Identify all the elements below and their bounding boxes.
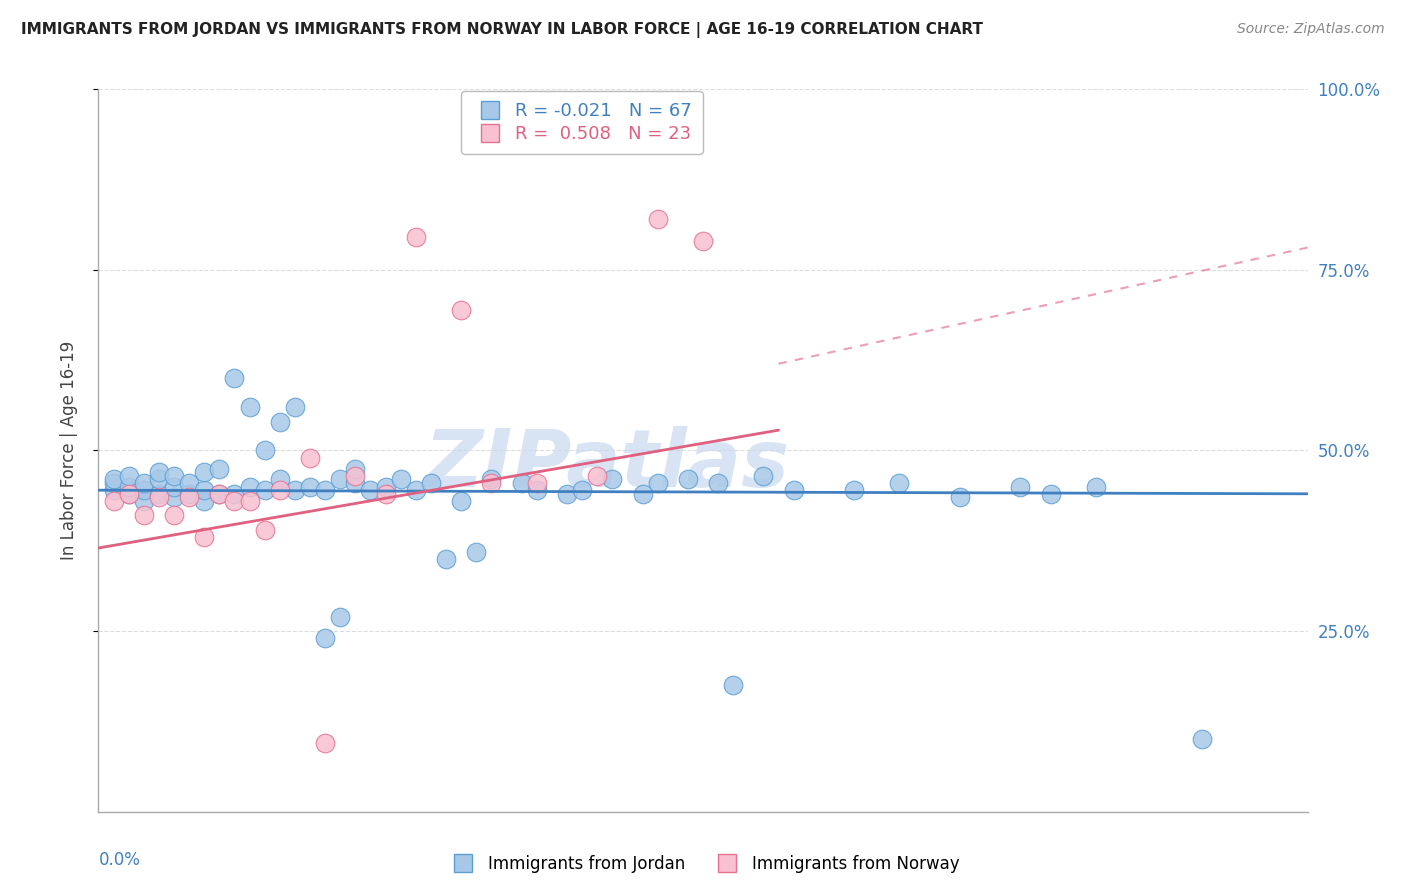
Point [526, 475, 548, 490]
Point [344, 461, 367, 475]
Point [284, 400, 307, 414]
Point [193, 494, 215, 508]
Point [103, 475, 125, 490]
Point [103, 483, 125, 498]
Y-axis label: In Labor Force | Age 16-19: In Labor Force | Age 16-19 [59, 341, 77, 560]
Point [555, 487, 578, 501]
Point [692, 234, 714, 248]
Point [723, 678, 745, 692]
Point [179, 491, 201, 505]
Point [148, 472, 170, 486]
Point [239, 400, 262, 414]
Point [405, 230, 427, 244]
Point [163, 468, 186, 483]
Point [510, 475, 533, 490]
Point [208, 487, 231, 501]
Point [253, 523, 276, 537]
Point [949, 491, 972, 505]
Point [374, 487, 396, 501]
Point [1085, 480, 1108, 494]
Text: IMMIGRANTS FROM JORDAN VS IMMIGRANTS FROM NORWAY IN LABOR FORCE | AGE 16-19 CORR: IMMIGRANTS FROM JORDAN VS IMMIGRANTS FRO… [21, 22, 983, 38]
Point [405, 483, 427, 498]
Point [269, 483, 291, 498]
Point [314, 483, 336, 498]
Point [420, 475, 443, 490]
Point [132, 494, 155, 508]
Point [481, 472, 503, 486]
Point [844, 483, 866, 498]
Point [208, 461, 231, 475]
Point [148, 465, 170, 479]
Point [193, 530, 215, 544]
Point [586, 468, 609, 483]
Text: Source: ZipAtlas.com: Source: ZipAtlas.com [1237, 22, 1385, 37]
Point [269, 472, 291, 486]
Point [344, 475, 367, 490]
Point [299, 450, 322, 465]
Point [344, 468, 367, 483]
Legend: R = -0.021   N = 67, R =  0.508   N = 23: R = -0.021 N = 67, R = 0.508 N = 23 [461, 91, 703, 154]
Point [239, 494, 262, 508]
Point [132, 475, 155, 490]
Point [707, 475, 730, 490]
Point [103, 472, 125, 486]
Point [224, 487, 246, 501]
Point [179, 487, 201, 501]
Point [676, 472, 699, 486]
Point [163, 508, 186, 523]
Point [450, 494, 472, 508]
Point [647, 212, 669, 227]
Point [208, 487, 231, 501]
Point [118, 480, 141, 494]
Point [602, 472, 624, 486]
Point [314, 632, 336, 646]
Text: ZIPatlas: ZIPatlas [423, 425, 789, 504]
Point [571, 483, 593, 498]
Point [253, 443, 276, 458]
Point [103, 494, 125, 508]
Point [163, 491, 186, 505]
Point [118, 487, 141, 501]
Point [132, 483, 155, 498]
Point [314, 736, 336, 750]
Point [389, 472, 412, 486]
Point [239, 480, 262, 494]
Point [269, 415, 291, 429]
Point [329, 609, 352, 624]
Point [465, 544, 488, 558]
Point [1010, 480, 1032, 494]
Legend: Immigrants from Jordan, Immigrants from Norway: Immigrants from Jordan, Immigrants from … [440, 848, 966, 880]
Point [374, 480, 396, 494]
Point [118, 468, 141, 483]
Point [752, 468, 775, 483]
Point [224, 494, 246, 508]
Point [481, 475, 503, 490]
Point [329, 472, 352, 486]
Text: 0.0%: 0.0% [98, 852, 141, 870]
Point [783, 483, 806, 498]
Point [1191, 732, 1213, 747]
Point [132, 508, 155, 523]
Point [434, 551, 457, 566]
Point [148, 487, 170, 501]
Point [284, 483, 307, 498]
Point [224, 371, 246, 385]
Point [118, 487, 141, 501]
Point [193, 465, 215, 479]
Point [179, 475, 201, 490]
Point [163, 480, 186, 494]
Point [889, 475, 911, 490]
Point [450, 302, 472, 317]
Point [299, 480, 322, 494]
Point [253, 483, 276, 498]
Point [647, 475, 669, 490]
Point [1039, 487, 1062, 501]
Point [526, 483, 548, 498]
Point [193, 483, 215, 498]
Point [360, 483, 382, 498]
Point [148, 491, 170, 505]
Point [631, 487, 654, 501]
